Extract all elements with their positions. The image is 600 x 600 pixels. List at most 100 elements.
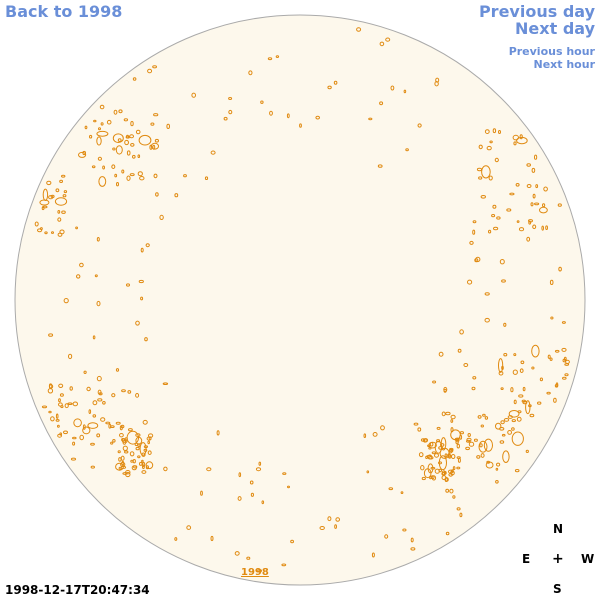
contour-mark [510, 387, 514, 393]
contour-mark [522, 400, 528, 405]
contour-mark [121, 169, 125, 174]
contour-mark [511, 419, 516, 423]
contour-mark [489, 140, 493, 144]
contour-mark [456, 443, 460, 449]
contour-mark [41, 405, 48, 409]
contour-mark [147, 68, 153, 74]
contour-mark [58, 398, 61, 403]
contour-mark [509, 192, 515, 196]
contour-mark [94, 274, 98, 278]
contour-mark [55, 188, 60, 193]
contour-mark [423, 438, 429, 443]
contour-mark [130, 143, 135, 147]
contour-mark [139, 176, 145, 181]
contour-mark [96, 375, 102, 382]
contour-mark [98, 127, 101, 131]
contour-mark [163, 466, 168, 472]
contour-mark [488, 229, 492, 234]
contour-mark [427, 463, 434, 474]
contour-mark [238, 472, 242, 478]
contour-mark [486, 145, 492, 151]
contour-mark [436, 426, 441, 430]
contour-mark [72, 441, 76, 446]
contour-mark [519, 134, 523, 140]
year-link[interactable]: 1998 [241, 567, 269, 578]
contour-mark [499, 259, 505, 265]
contour-mark [441, 471, 446, 476]
previous-day-link[interactable]: Previous day [478, 2, 595, 21]
contour-mark [114, 173, 118, 178]
contour-mark [145, 243, 150, 248]
contour-mark [102, 165, 105, 170]
contour-mark [363, 433, 367, 439]
contour-mark [498, 370, 504, 376]
contour-mark [88, 409, 92, 415]
contour-mark [84, 125, 88, 130]
contour-mark [478, 440, 488, 453]
contour-mark [96, 237, 100, 242]
contour-mark [543, 186, 548, 192]
contour-mark [438, 455, 447, 471]
contour-mark [514, 469, 520, 473]
contour-mark [48, 333, 54, 337]
contour-mark [390, 85, 395, 91]
contour-mark [500, 387, 504, 391]
contour-mark [82, 424, 86, 430]
contour-mark [63, 430, 68, 435]
contour-mark [186, 525, 192, 530]
observation-timestamp: 1998-12-17T20:47:34 [5, 583, 150, 597]
contour-mark [516, 220, 520, 223]
contour-mark [467, 279, 473, 285]
contour-mark [511, 427, 515, 431]
contour-mark [484, 292, 490, 296]
contour-mark [475, 256, 481, 263]
next-day-link[interactable]: Next day [515, 19, 595, 38]
contour-mark [204, 176, 209, 180]
contour-mark [261, 500, 265, 505]
contour-mark [110, 441, 114, 445]
next-hour-link[interactable]: Next hour [533, 58, 596, 71]
previous-hour-link[interactable]: Previous hour [508, 45, 595, 58]
compass-east: E [522, 552, 531, 566]
contour-mark [417, 123, 422, 128]
contour-mark [546, 391, 551, 395]
contour-mark [438, 446, 444, 450]
contour-mark [500, 420, 505, 425]
contour-mark [466, 437, 472, 442]
contour-mark [82, 150, 86, 156]
contour-mark [64, 403, 69, 409]
contour-mark [260, 100, 264, 104]
contour-mark [492, 128, 497, 134]
contour-mark [257, 569, 263, 573]
contour-mark [44, 231, 48, 235]
contour-mark [405, 148, 409, 152]
contour-mark [234, 551, 240, 556]
contour-mark [147, 450, 152, 456]
contour-mark [79, 434, 84, 441]
contour-mark [512, 369, 518, 375]
contour-mark [141, 459, 144, 463]
contour-mark [530, 202, 534, 207]
contour-mark [115, 368, 120, 372]
contour-mark [526, 184, 532, 188]
contour-mark [449, 488, 454, 494]
contour-mark [519, 368, 524, 374]
contour-mark [555, 382, 559, 388]
contour-mark [286, 113, 290, 119]
contour-mark [467, 433, 471, 437]
contour-mark [444, 477, 448, 482]
contour-mark [410, 537, 414, 543]
contour-mark [135, 129, 141, 135]
contour-mark [450, 414, 456, 420]
back-to-year-link[interactable]: Back to 1998 [5, 2, 123, 21]
contour-mark [76, 274, 81, 279]
contour-mark [228, 109, 233, 115]
contour-mark [452, 466, 456, 471]
contour-mark [472, 376, 477, 380]
contour-mark [93, 119, 97, 123]
contour-mark [135, 446, 140, 451]
contour-mark [496, 462, 501, 467]
contour-mark [315, 115, 321, 120]
contour-mark [68, 353, 73, 360]
contour-mark [356, 27, 362, 32]
